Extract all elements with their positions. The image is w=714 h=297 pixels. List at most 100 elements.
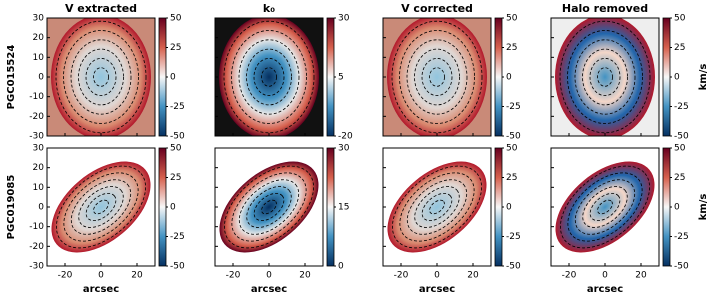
contour <box>559 20 651 134</box>
contour <box>429 199 445 215</box>
contour <box>63 30 139 124</box>
x-tick-label: 0 <box>266 271 272 281</box>
colorbar <box>494 147 503 267</box>
colorbar-tick-label: -50 <box>170 132 185 142</box>
contour <box>574 179 636 235</box>
map <box>47 18 155 136</box>
contour <box>70 39 132 115</box>
colorbar-tick-label: -50 <box>506 262 521 272</box>
galaxy <box>219 161 319 253</box>
galaxy <box>555 161 655 253</box>
galaxy <box>51 18 151 136</box>
colorbar-tick-label: 25 <box>170 173 181 183</box>
y-tick-label: -30 <box>29 262 44 272</box>
contour <box>93 199 109 215</box>
contour <box>261 67 277 87</box>
x-label: arcsec <box>587 284 623 295</box>
contour <box>85 58 117 97</box>
colorbar-tick-label: 0 <box>338 262 344 272</box>
colorbar-tick-label: 25 <box>674 173 685 183</box>
y-tick-label: 10 <box>33 183 45 193</box>
x-tick-label: 0 <box>602 271 608 281</box>
colorbar-tick-label: -25 <box>674 232 689 242</box>
colorbar <box>494 17 503 137</box>
y-tick-label: -10 <box>29 222 44 232</box>
y-tick-label: 0 <box>38 203 44 213</box>
colorbar-tick-label: 0 <box>170 73 176 83</box>
column-title: V extracted <box>65 2 137 15</box>
colorbar-label: km/s <box>698 194 709 221</box>
y-tick-label: -20 <box>29 242 44 252</box>
x-tick-label: -20 <box>58 271 73 281</box>
colorbar-tick-label: 25 <box>170 43 181 53</box>
contour <box>421 192 453 222</box>
y-tick-label: 30 <box>33 14 45 24</box>
colorbar-tick-label: 25 <box>674 43 685 53</box>
contour <box>246 186 292 228</box>
contour <box>93 67 109 87</box>
column-title: Halo removed <box>562 2 648 15</box>
galaxy <box>51 161 151 253</box>
x-tick-label: -20 <box>394 271 409 281</box>
colorbar-tick-label: -25 <box>506 232 521 242</box>
x-tick-label: 20 <box>131 271 143 281</box>
map <box>215 148 323 266</box>
colorbar <box>326 147 335 267</box>
colorbar <box>662 17 671 137</box>
galaxy <box>387 161 487 253</box>
y-tick-label: -30 <box>29 132 44 142</box>
contour <box>574 39 636 115</box>
x-tick-label: 20 <box>299 271 311 281</box>
contour <box>253 192 285 222</box>
x-tick-label: 20 <box>635 271 647 281</box>
contour <box>78 186 124 228</box>
x-label: arcsec <box>251 284 287 295</box>
colorbar-tick-label: -25 <box>170 232 185 242</box>
x-tick-label: -20 <box>226 271 241 281</box>
colorbar-tick-label: -25 <box>170 102 185 112</box>
y-tick-label: 20 <box>33 33 45 43</box>
contour <box>253 58 285 97</box>
contour <box>582 48 628 106</box>
colorbar-tick-label: 50 <box>170 14 182 24</box>
contour <box>399 172 475 242</box>
colorbar-label: km/s <box>698 64 709 91</box>
colorbar <box>662 147 671 267</box>
colorbar-tick-label: 50 <box>506 14 518 24</box>
colorbar-tick-label: -50 <box>674 132 689 142</box>
y-tick-label: 10 <box>33 53 45 63</box>
contour <box>223 20 315 134</box>
map <box>47 148 155 266</box>
contour <box>231 30 307 124</box>
contour <box>406 179 468 235</box>
y-tick-label: 0 <box>38 73 44 83</box>
row-label: PGC019085 <box>6 175 17 240</box>
map <box>551 148 659 266</box>
colorbar-tick-label: -50 <box>674 262 689 272</box>
galaxy <box>555 18 655 136</box>
colorbar-tick-label: 25 <box>506 43 517 53</box>
contour <box>406 39 468 115</box>
colorbar-tick-label: 15 <box>338 203 349 213</box>
row-label: PGC015524 <box>6 45 17 110</box>
contour <box>55 20 147 134</box>
contour <box>567 172 643 242</box>
contour <box>414 48 460 106</box>
colorbar-tick-label: 50 <box>674 14 686 24</box>
colorbar-tick-label: 30 <box>338 14 350 24</box>
contour <box>567 30 643 124</box>
y-tick-label: 30 <box>33 144 45 154</box>
y-tick-label: -10 <box>29 92 44 102</box>
contour <box>392 165 482 249</box>
galaxy <box>387 18 487 136</box>
contour <box>429 67 445 87</box>
colorbar-tick-label: 0 <box>506 73 512 83</box>
colorbar-tick-label: -20 <box>338 132 353 142</box>
colorbar-tick-label: 0 <box>170 203 176 213</box>
contour <box>238 39 300 115</box>
map <box>551 18 659 136</box>
contour <box>589 58 621 97</box>
contour <box>421 58 453 97</box>
contour <box>582 186 628 228</box>
